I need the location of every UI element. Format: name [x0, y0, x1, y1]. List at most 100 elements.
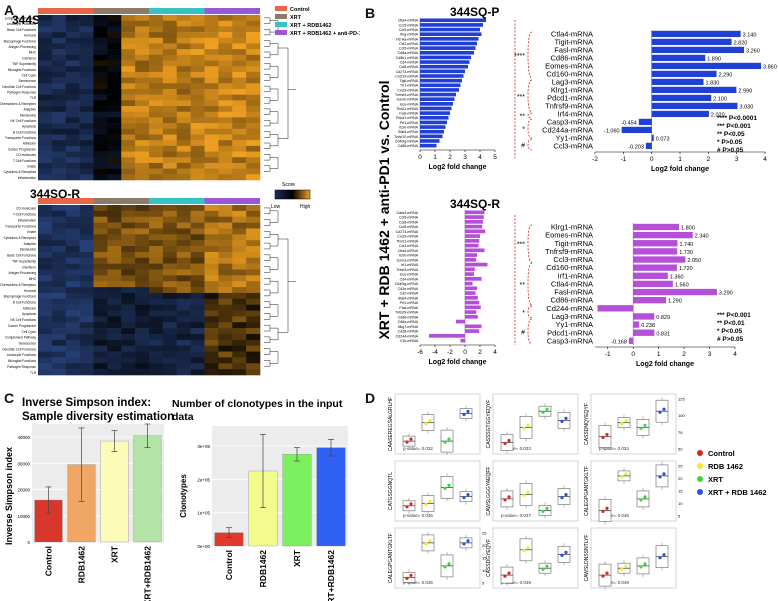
heatmap-cell — [93, 49, 108, 56]
gene-label: Cd8b1-mRNA — [396, 56, 419, 60]
heatmap-cell — [65, 322, 80, 329]
gene-bar — [465, 243, 479, 248]
heatmap-cell — [107, 251, 122, 259]
heatmap-cell — [38, 363, 53, 370]
heatmap-cell — [232, 77, 247, 84]
heatmap-cell — [218, 151, 233, 158]
significance-bracket — [527, 224, 533, 263]
data-point — [466, 539, 470, 543]
heatmap-cell — [107, 123, 122, 130]
heatmap-cell — [246, 66, 261, 73]
heatmap-cell — [246, 246, 261, 253]
heatmap-cell — [121, 88, 136, 95]
gene-bar — [420, 23, 483, 27]
bar-value-label: 3.260 — [746, 48, 760, 54]
heatmap-cell — [135, 60, 150, 67]
heatmap-cell — [79, 304, 94, 311]
data-point — [507, 438, 511, 443]
gene-bar — [420, 102, 453, 106]
heatmap-cell — [38, 205, 53, 212]
p-value-text: p-value= 0.045 — [599, 513, 629, 518]
heatmap-cell — [135, 275, 150, 282]
heatmap-cell — [162, 157, 178, 164]
heatmap-cell — [93, 269, 108, 276]
data-point — [522, 549, 526, 553]
heatmap-cell — [93, 328, 108, 335]
heatmap-cell — [121, 251, 136, 259]
gene-bar — [460, 338, 465, 343]
heatmap-cell — [190, 263, 205, 270]
heatmap-cell — [190, 310, 205, 317]
gene-label: Gata3-mRNA — [396, 211, 418, 215]
heatmap-cell — [162, 162, 178, 169]
heatmap-cell — [232, 316, 247, 323]
data-point — [507, 495, 511, 499]
heatmap-cell — [190, 339, 205, 346]
clonotype-label: CASSSGTGGYEQYF — [486, 400, 492, 449]
heatmap-cell — [176, 287, 191, 294]
heatmap-cell — [93, 310, 108, 317]
gene-bar — [651, 78, 704, 86]
heatmap-cell — [190, 240, 205, 247]
heatmap-cell — [176, 240, 191, 247]
heatmap-cell — [218, 123, 233, 130]
heatmap-cell — [190, 43, 205, 50]
heatmap-cell — [190, 100, 205, 107]
heatmap-cell — [38, 322, 53, 329]
heatmap-cell — [135, 77, 150, 84]
heatmap-cell — [65, 32, 80, 39]
dendrogram-branch — [264, 348, 271, 355]
heatmap-cell — [149, 83, 164, 90]
heatmap-cell — [149, 162, 164, 169]
heatmap-cell — [107, 205, 122, 212]
heatmap-cell — [232, 145, 247, 152]
heatmap-cell — [149, 333, 164, 341]
y-axis-title: Clonotypes — [179, 474, 188, 518]
heatmap-row-label: Interleukins — [20, 113, 37, 117]
legend-dot — [697, 476, 703, 482]
heatmap-cell — [79, 363, 94, 370]
heatmap-cell — [190, 287, 205, 294]
data-point — [658, 475, 662, 479]
gene-bar — [420, 50, 474, 55]
heatmap-cell — [51, 205, 67, 212]
heatmap-cell — [51, 292, 67, 300]
heatmap-cell — [135, 117, 150, 124]
heatmap-cell — [51, 357, 67, 364]
gene-bar — [465, 276, 482, 281]
heatmap-cell — [246, 216, 261, 223]
gene-label: Tigit-mRNA — [400, 79, 419, 83]
heatmap-cell — [79, 134, 94, 141]
heatmap-cell — [204, 26, 219, 33]
heatmap-cell — [65, 287, 80, 294]
gene-label: Ctla4-mRNA — [551, 29, 593, 38]
heatmap-cell — [107, 234, 122, 241]
heatmap-cell — [149, 168, 164, 175]
heatmap-row-label: Humoral — [24, 34, 36, 38]
data-point — [541, 567, 545, 571]
gene-bar — [465, 267, 475, 272]
heatmap-row-label: Antigen Processing — [9, 45, 37, 49]
p-value-key: *** P<0.001 — [717, 123, 751, 130]
heatmap-row-label: TNF Superfamily — [12, 259, 36, 263]
heatmap-cell — [232, 15, 247, 21]
x-tick-label: 4 — [733, 351, 737, 358]
heatmap-cell — [162, 60, 178, 67]
dendrogram-branch — [264, 17, 271, 24]
heatmap-cell — [149, 357, 164, 364]
heatmap-cell — [176, 369, 191, 376]
heatmap-cell — [176, 100, 191, 107]
heatmap-cell — [79, 275, 94, 282]
heatmap-cell — [218, 106, 233, 113]
heatmap-cell — [93, 100, 108, 107]
heatmap-cell — [65, 328, 80, 335]
heatmap-cell — [176, 20, 191, 27]
heatmap-cell — [149, 316, 164, 323]
gene-bar — [420, 64, 468, 69]
heatmap-cell — [93, 333, 108, 341]
heatmap-cell — [176, 151, 191, 158]
heatmap-cell — [149, 174, 164, 181]
heatmap-cell — [38, 71, 53, 78]
heatmap-cell — [65, 117, 80, 124]
y-tick-label: 40000 — [17, 435, 30, 440]
